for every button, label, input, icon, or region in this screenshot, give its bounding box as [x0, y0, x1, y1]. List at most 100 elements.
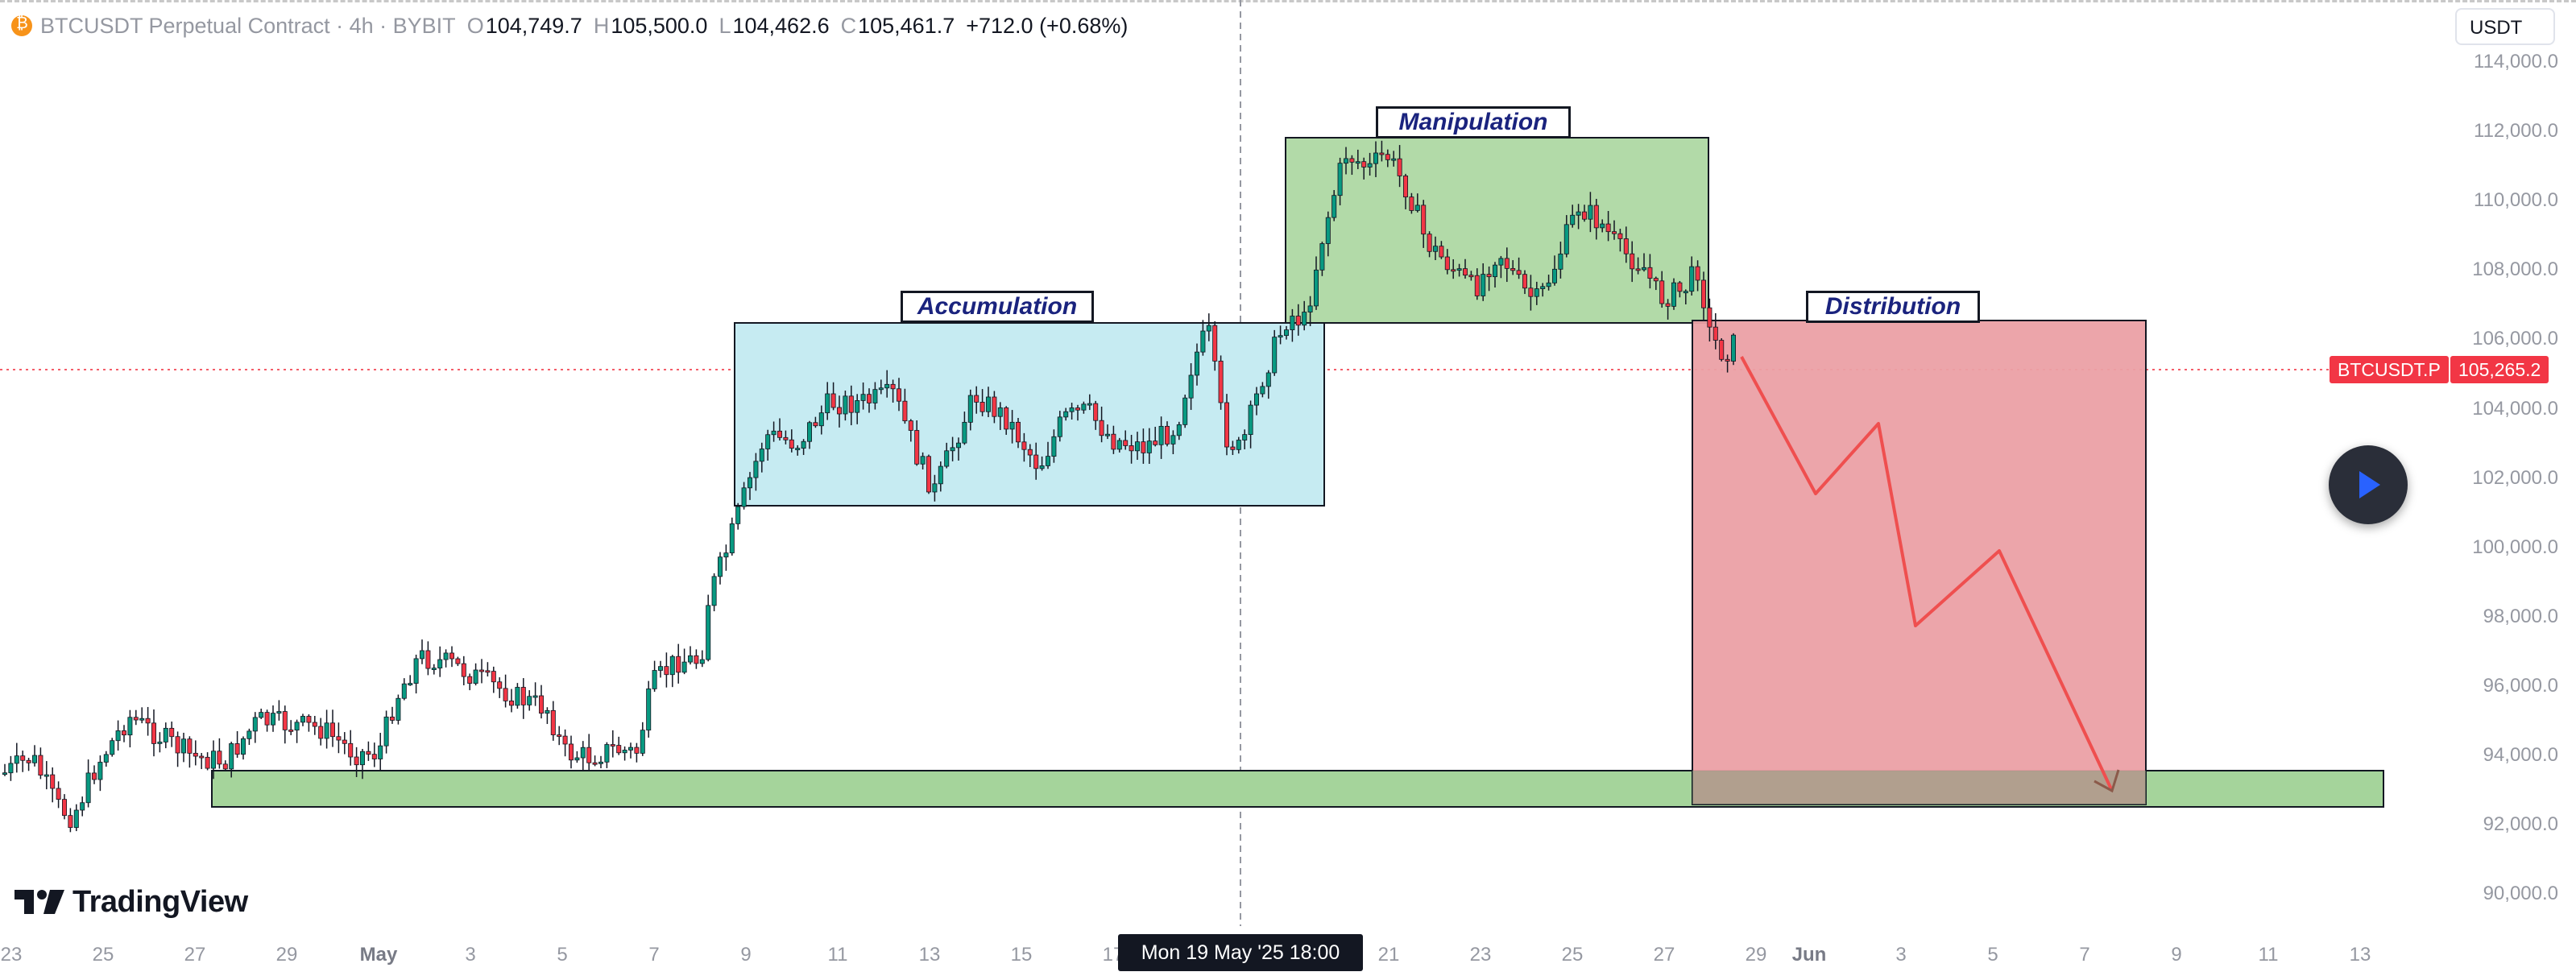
candle-body [926, 456, 932, 493]
candle-body [1588, 205, 1593, 220]
candle-body [765, 434, 771, 449]
candle-body [1069, 407, 1075, 412]
candle-body [884, 383, 890, 389]
candle-body [56, 788, 61, 800]
candle-body [938, 465, 943, 485]
candle-body [1063, 411, 1069, 418]
manipulation-zone[interactable] [1285, 137, 1709, 324]
candle-body [92, 772, 97, 780]
candle-body [437, 659, 443, 669]
candle-body [1367, 163, 1373, 167]
distribution-zone[interactable] [1692, 320, 2147, 805]
price-tick: 100,000.0 [2472, 536, 2558, 558]
candle-body [1195, 351, 1200, 376]
candle-body [1218, 360, 1224, 403]
time-tick: 23 [0, 944, 23, 966]
candle-body [1593, 205, 1599, 229]
symbol-title[interactable]: BTCUSDT Perpetual Contract · 4h · BYBIT [40, 13, 456, 38]
candle-body [1004, 407, 1009, 430]
candles [2, 140, 1736, 833]
candle-body [532, 695, 538, 698]
candle-body [1116, 440, 1122, 450]
time-tick: 9 [740, 944, 752, 966]
time-tick: 15 [1010, 944, 1033, 966]
candle-body [1414, 205, 1420, 211]
candle-body [1379, 152, 1385, 155]
candle-body [115, 730, 121, 742]
symbol-price-tag: BTCUSDT.P [2330, 356, 2449, 383]
candle-body [1075, 407, 1081, 411]
candle-body [1725, 358, 1730, 362]
candle-body [1087, 403, 1092, 406]
time-tick: May [359, 944, 398, 966]
candle-body [950, 447, 955, 452]
tradingview-logo[interactable]: TradingView [14, 884, 248, 920]
projection-path[interactable] [1740, 356, 2114, 792]
time-axis[interactable]: 23 25 27 29 May 3 5 7 9 11 13 15 17 21 23 25 27 29 Jun 3 5 7 9… [0, 926, 2576, 976]
currency-selector[interactable]: USDT [2455, 8, 2555, 45]
candle-body [26, 759, 31, 763]
candle-body [1200, 330, 1206, 353]
candle-body [1009, 421, 1015, 430]
candle-body [431, 668, 437, 671]
candle-body [354, 756, 359, 766]
candle-body [38, 755, 43, 776]
candle-body [1046, 456, 1051, 466]
candle-body [1165, 425, 1170, 445]
candle-body [598, 761, 604, 764]
candle-body [1039, 465, 1045, 469]
candle-body [503, 688, 508, 701]
time-tick: 25 [92, 944, 114, 966]
candle-body [1349, 158, 1355, 163]
time-tick: 5 [1987, 944, 1998, 966]
candle-body [473, 669, 478, 684]
candle-body [1278, 335, 1283, 338]
candle-body [830, 393, 836, 408]
candle-body [73, 809, 79, 829]
candle-body [795, 448, 801, 450]
replay-button[interactable] [2329, 445, 2408, 524]
candle-body [336, 736, 342, 741]
candle-body [557, 734, 562, 737]
candle-body [1391, 158, 1397, 161]
candle-body [1093, 403, 1099, 421]
candle-body [979, 402, 985, 412]
candle-body [97, 762, 103, 780]
candle-body [1302, 312, 1307, 326]
candle-body [777, 430, 783, 438]
candle-body [1236, 440, 1241, 450]
candle-body [992, 396, 997, 417]
candle-body [771, 430, 777, 436]
candle-body [467, 676, 473, 684]
candle-body [378, 745, 383, 759]
candle-body [1307, 305, 1313, 312]
distribution-label[interactable]: Distribution [1806, 291, 1980, 323]
candle-body [1617, 233, 1623, 239]
manipulation-label[interactable]: Manipulation [1376, 106, 1571, 139]
candle-body [735, 506, 741, 524]
candle-body [897, 388, 902, 402]
candle-body [1265, 372, 1271, 387]
candle-body [68, 815, 73, 829]
candle-body [640, 730, 645, 754]
candle-body [652, 670, 657, 689]
candle-body [586, 746, 592, 763]
candle-body [1212, 325, 1218, 362]
candle-body [1695, 266, 1700, 281]
candle-body [264, 712, 270, 726]
candle-body [449, 652, 455, 660]
candle-body [908, 420, 913, 431]
candle-body [1444, 256, 1450, 271]
price-axis[interactable]: 114,000.0 112,000.0 110,000.0 108,000.0 106,… [2449, 0, 2576, 926]
candle-body [1665, 303, 1671, 307]
symbol-legend[interactable]: BTCUSDT Perpetual Contract · 4h · BYBIT … [11, 11, 1128, 40]
play-icon [2359, 471, 2380, 498]
accumulation-label[interactable]: Accumulation [901, 291, 1094, 323]
price-chart[interactable] [0, 0, 2449, 926]
candle-body [420, 650, 425, 660]
candle-body [1373, 152, 1379, 164]
candle-body [944, 450, 950, 467]
candle-body [1516, 270, 1522, 275]
change-value: +712.0 (+0.68%) [966, 13, 1129, 38]
candle-body [1528, 287, 1534, 297]
